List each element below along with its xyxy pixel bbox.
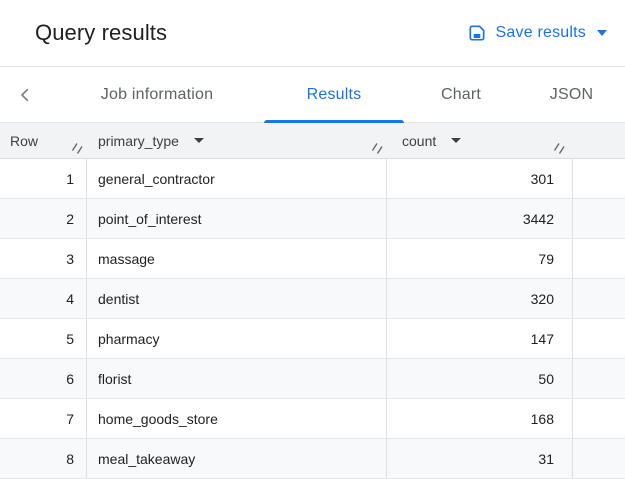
column-header-count: count [387, 123, 573, 158]
column-label: primary_type [98, 132, 179, 149]
filler-cell [573, 159, 625, 198]
column-menu-caret-icon[interactable] [451, 138, 462, 143]
filler-cell [573, 279, 625, 318]
tab-results[interactable]: Results [264, 67, 404, 123]
count-cell: 147 [387, 319, 573, 358]
table-row: 3 massage 79 [0, 239, 625, 279]
column-resize-handle-icon[interactable] [71, 142, 84, 155]
count-cell: 301 [387, 159, 573, 198]
column-header-row: Row [0, 123, 87, 158]
results-table: Row primary_type count [0, 123, 625, 479]
save-results-label: Save results [495, 24, 586, 41]
primary-type-cell: florist [87, 359, 387, 398]
page-title: Query results [35, 20, 168, 45]
table-header: Row primary_type count [0, 123, 625, 159]
tabbar: Job information Results Chart JSON [0, 67, 625, 123]
filler-cell [573, 439, 625, 478]
save-results-button[interactable]: Save results [463, 17, 611, 49]
primary-type-cell: dentist [87, 279, 387, 318]
table-row: 7 home_goods_store 168 [0, 399, 625, 439]
column-header-primary-type: primary_type [87, 123, 387, 158]
column-label: count [402, 132, 437, 149]
tab-label: Chart [440, 85, 482, 103]
column-header-filler [573, 123, 625, 158]
row-number-cell: 1 [0, 159, 87, 198]
row-number-cell: 4 [0, 279, 87, 318]
row-number-cell: 6 [0, 359, 87, 398]
row-number-cell: 3 [0, 239, 87, 278]
tab-job-information[interactable]: Job information [50, 67, 264, 122]
count-cell: 168 [387, 399, 573, 438]
row-number-cell: 8 [0, 439, 87, 478]
count-cell: 50 [387, 359, 573, 398]
row-number-cell: 2 [0, 199, 87, 238]
filler-cell [573, 399, 625, 438]
count-cell: 79 [387, 239, 573, 278]
column-label: Row [10, 132, 39, 149]
primary-type-cell: massage [87, 239, 387, 278]
primary-type-cell: pharmacy [87, 319, 387, 358]
count-cell: 320 [387, 279, 573, 318]
table-row: 4 dentist 320 [0, 279, 625, 319]
column-menu-caret-icon[interactable] [193, 138, 204, 143]
primary-type-cell: point_of_interest [87, 199, 387, 238]
column-resize-handle-icon[interactable] [553, 142, 566, 155]
primary-type-cell: general_contractor [87, 159, 387, 198]
tab-label: Job information [100, 85, 214, 103]
chevron-left-icon [16, 86, 34, 104]
count-cell: 31 [387, 439, 573, 478]
primary-type-cell: home_goods_store [87, 399, 387, 438]
table-row: 2 point_of_interest 3442 [0, 199, 625, 239]
tab-label: JSON [549, 85, 594, 103]
tab-label: Results [306, 85, 362, 103]
filler-cell [573, 199, 625, 238]
row-number-cell: 7 [0, 399, 87, 438]
tab-chart[interactable]: Chart [404, 67, 518, 122]
tab-json[interactable]: JSON [518, 67, 625, 122]
count-cell: 3442 [387, 199, 573, 238]
table-body: 1 general_contractor 301 2 point_of_interest… [0, 159, 625, 479]
row-number-cell: 5 [0, 319, 87, 358]
filler-cell [573, 319, 625, 358]
filler-cell [573, 359, 625, 398]
back-chevron-button[interactable] [0, 67, 50, 122]
column-resize-handle-icon[interactable] [371, 142, 384, 155]
table-row: 6 florist 50 [0, 359, 625, 399]
save-icon [467, 23, 487, 43]
table-row: 8 meal_takeaway 31 [0, 439, 625, 479]
caret-down-icon [597, 30, 607, 36]
table-row: 1 general_contractor 301 [0, 159, 625, 199]
primary-type-cell: meal_takeaway [87, 439, 387, 478]
filler-cell [573, 239, 625, 278]
table-row: 5 pharmacy 147 [0, 319, 625, 359]
titlebar: Query results Save results [0, 0, 625, 67]
